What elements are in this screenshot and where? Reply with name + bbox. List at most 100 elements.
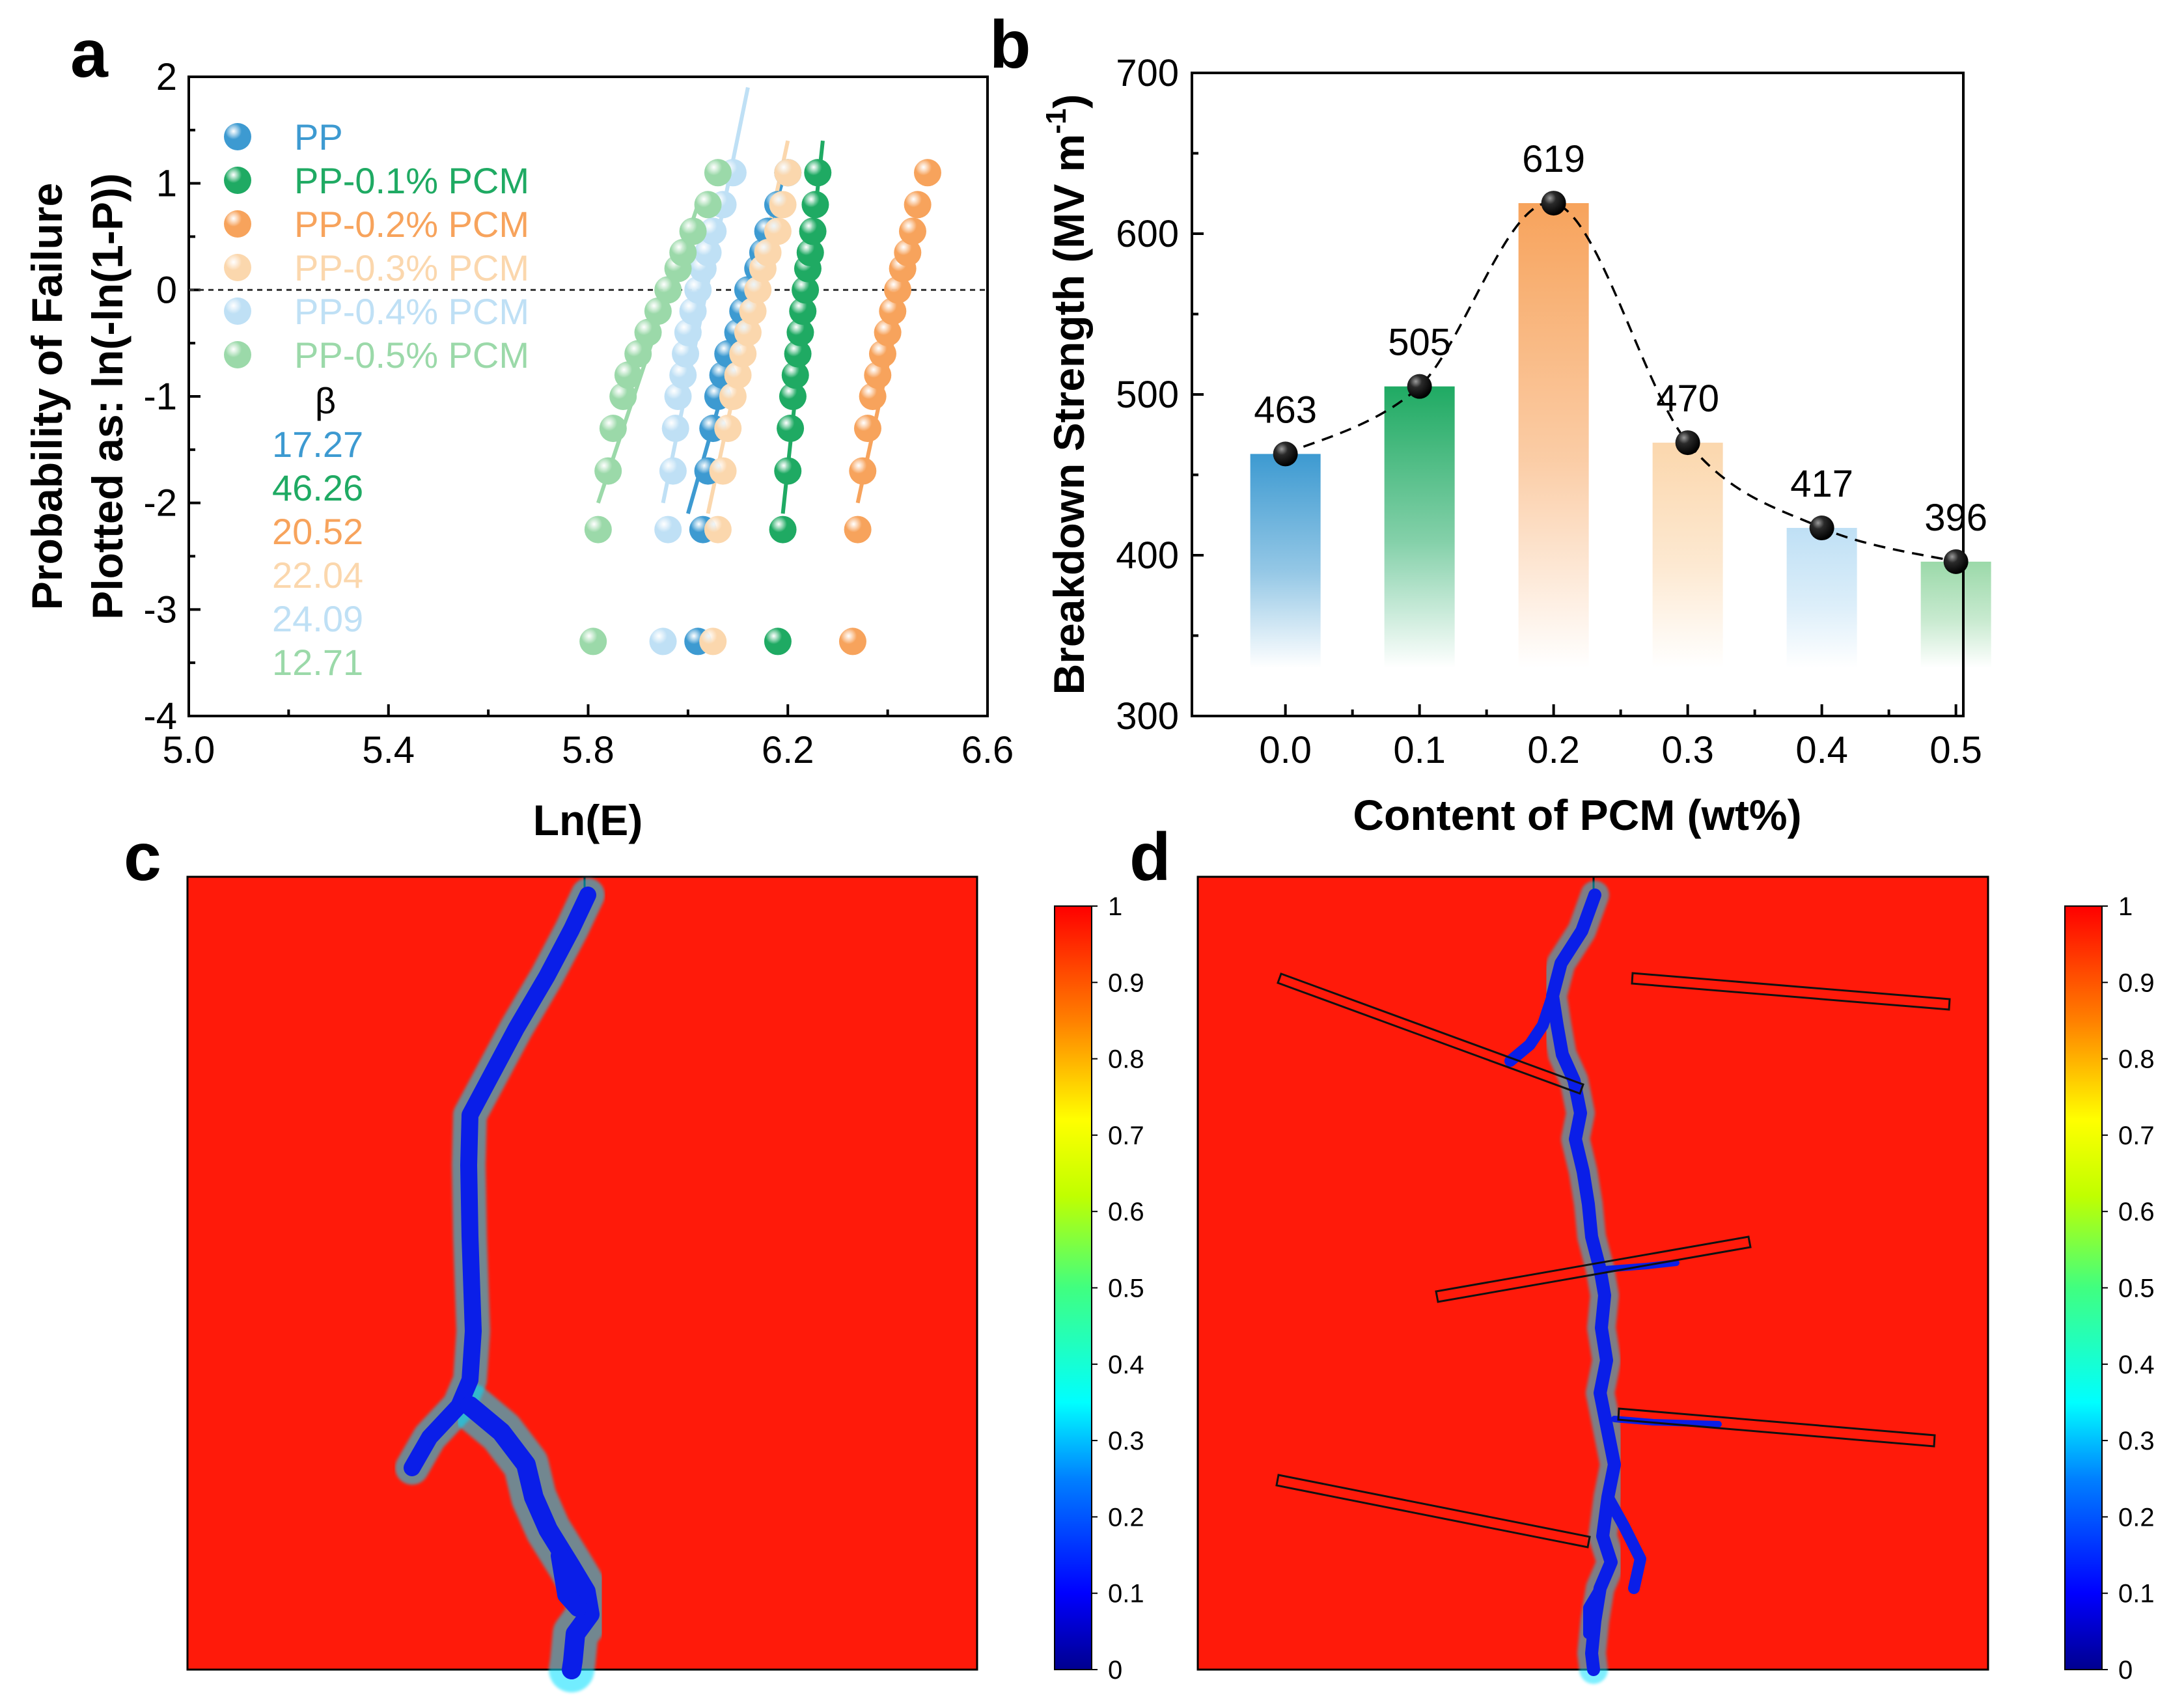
legend-marker bbox=[224, 167, 251, 194]
bar-y-axis-label: Breakdown Strength (MV m-1) bbox=[1040, 94, 1093, 695]
bar bbox=[1518, 203, 1589, 668]
data-point bbox=[898, 217, 926, 245]
bar-ticks: 300 400 500 600 700 0.0 0.1 0.2 0.3 0.4 0.5 bbox=[1116, 52, 1982, 771]
data-point bbox=[669, 361, 697, 389]
legend-marker bbox=[224, 254, 251, 281]
legend-marker bbox=[224, 341, 251, 368]
data-point bbox=[777, 415, 805, 443]
data-point bbox=[844, 516, 872, 544]
data-point bbox=[709, 457, 737, 485]
data-point bbox=[654, 516, 682, 544]
data-point bbox=[654, 276, 682, 304]
data-point bbox=[801, 191, 829, 219]
data-point bbox=[894, 239, 922, 267]
colorbar-tick-label: 0.8 bbox=[2118, 1045, 2155, 1074]
data-point bbox=[649, 627, 677, 655]
legend-label: PP-0.3% PCM bbox=[294, 247, 529, 288]
data-point bbox=[769, 191, 797, 219]
value-label: 463 bbox=[1254, 389, 1317, 431]
colorbar-tick-label: 0.3 bbox=[1108, 1427, 1144, 1455]
breakdown-points: 463 505 619 470 417 396 bbox=[1254, 138, 1987, 574]
data-point bbox=[661, 415, 689, 443]
weibull-points bbox=[579, 159, 941, 655]
y-tick-label: 700 bbox=[1116, 52, 1179, 94]
data-point bbox=[679, 297, 707, 325]
data-point bbox=[699, 217, 727, 245]
y-tick-label: -4 bbox=[143, 695, 177, 737]
data-point bbox=[774, 457, 802, 485]
x-tick-label: 5.8 bbox=[562, 729, 615, 771]
x-tick-label: 6.6 bbox=[961, 729, 1014, 771]
x-tick-label: 0.1 bbox=[1393, 729, 1446, 771]
bar bbox=[1786, 528, 1857, 668]
legend-marker bbox=[224, 123, 251, 150]
panel-label-b: b bbox=[989, 7, 1031, 83]
data-point bbox=[739, 297, 767, 325]
colorbar-tick-label: 0.5 bbox=[1108, 1274, 1144, 1303]
data-point bbox=[594, 457, 622, 485]
y-tick-label: 0 bbox=[156, 269, 177, 311]
colorbar-tick-label: 0.4 bbox=[1108, 1351, 1144, 1379]
colorbar-tick-label: 1 bbox=[2118, 892, 2133, 921]
y-tick-label: -2 bbox=[143, 482, 177, 525]
bar bbox=[1920, 561, 1991, 668]
data-point bbox=[859, 383, 887, 410]
data-point bbox=[672, 340, 700, 368]
weibull-y-axis-label-line1: Probability of Failure bbox=[23, 183, 71, 610]
data-point bbox=[853, 415, 881, 443]
bar bbox=[1652, 443, 1723, 668]
value-label: 470 bbox=[1656, 378, 1719, 420]
data-point bbox=[659, 457, 687, 485]
legend-label: PP bbox=[294, 117, 343, 158]
beta-value: 17.27 bbox=[272, 424, 363, 465]
colorbar-d-gradient bbox=[2064, 905, 2103, 1670]
y-tick-label: -3 bbox=[143, 588, 177, 631]
data-point bbox=[719, 383, 747, 410]
data-point bbox=[609, 383, 637, 410]
data-point bbox=[883, 276, 911, 304]
colorbar-c-ticks: 1 0.9 0.8 0.7 0.6 0.5 0.4 0.3 0.2 0.1 0 bbox=[1092, 892, 1144, 1685]
colorbar-tick-label: 0.7 bbox=[1108, 1122, 1144, 1150]
bar-y-axis-label-sup: -1 bbox=[1040, 109, 1072, 134]
data-point bbox=[838, 627, 866, 655]
data-point bbox=[704, 516, 732, 544]
colorbar-tick-label: 0 bbox=[1108, 1656, 1122, 1685]
data-point bbox=[644, 297, 672, 325]
data-point bbox=[694, 239, 722, 267]
field-background-c bbox=[186, 875, 978, 1671]
data-point bbox=[624, 340, 652, 368]
y-tick-label: 600 bbox=[1116, 213, 1179, 255]
data-point bbox=[599, 415, 627, 443]
y-tick-label: 1 bbox=[156, 163, 177, 205]
beta-value: 20.52 bbox=[272, 511, 363, 552]
colorbar-tick-label: 0.7 bbox=[2118, 1122, 2155, 1150]
data-point bbox=[724, 361, 752, 389]
bar-y-axis-label-end: ) bbox=[1045, 94, 1093, 109]
data-point bbox=[694, 191, 722, 219]
bar bbox=[1384, 386, 1455, 668]
colorbar-tick-label: 0.9 bbox=[1108, 969, 1144, 997]
data-point bbox=[874, 318, 902, 346]
data-point bbox=[779, 383, 807, 410]
pcm-filler bbox=[1435, 1235, 1752, 1303]
y-tick-label: -1 bbox=[143, 376, 177, 418]
pcm-fillers bbox=[1275, 972, 1951, 1549]
data-point bbox=[684, 276, 712, 304]
weibull-x-axis-label: Ln(E) bbox=[533, 796, 643, 844]
value-label: 417 bbox=[1790, 463, 1853, 505]
breakdown-path-c bbox=[395, 878, 613, 1692]
x-tick-label: 0.5 bbox=[1929, 729, 1982, 771]
data-point bbox=[1541, 191, 1566, 216]
data-point bbox=[1407, 374, 1432, 399]
data-point bbox=[849, 457, 877, 485]
x-tick-label: 0.2 bbox=[1527, 729, 1580, 771]
legend-label: PP-0.2% PCM bbox=[294, 204, 529, 245]
weibull-ticks: 5.0 5.4 5.8 6.2 6.6 2 1 0 -1 -2 -3 -4 bbox=[143, 56, 1014, 771]
legend-label: PP-0.1% PCM bbox=[294, 160, 529, 201]
data-point bbox=[679, 217, 707, 245]
y-tick-label: 2 bbox=[156, 56, 177, 98]
beta-value: 22.04 bbox=[272, 555, 363, 596]
data-point bbox=[904, 191, 932, 219]
data-point bbox=[868, 340, 896, 368]
